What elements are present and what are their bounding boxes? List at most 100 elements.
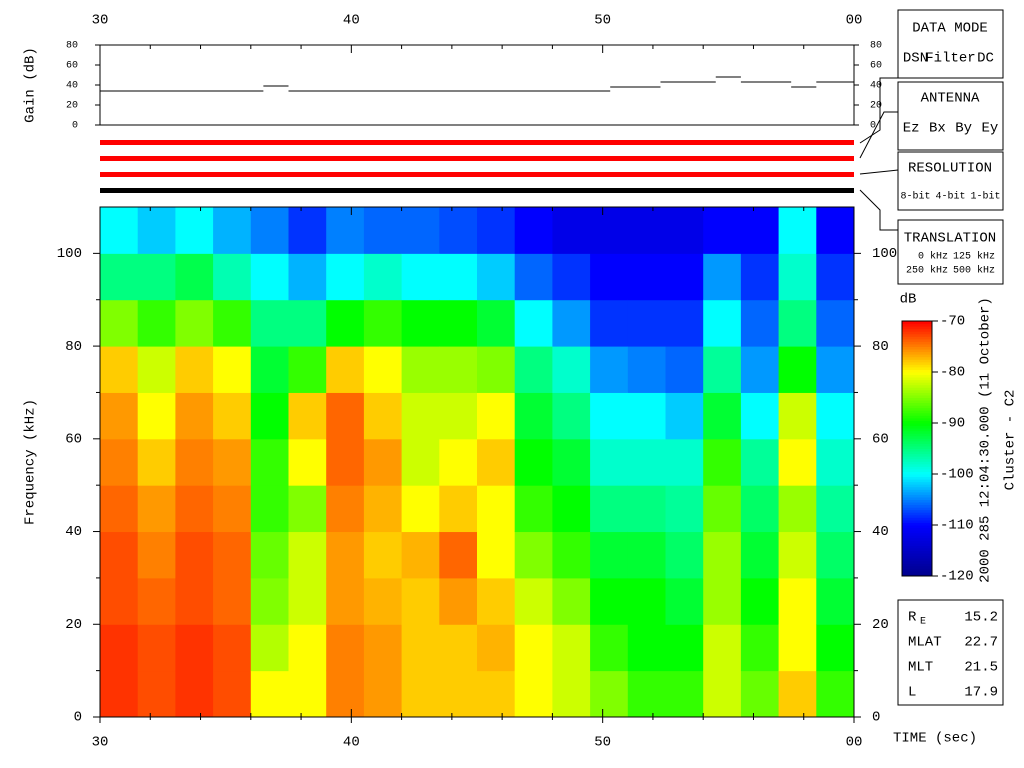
cell: [288, 670, 327, 718]
gain-tick-label: 40: [870, 81, 882, 92]
cell: [627, 485, 666, 533]
colorbar-tick-label: -80: [940, 365, 965, 381]
cell: [363, 207, 403, 254]
colorbar-tick-label: -100: [940, 467, 974, 483]
colorbar-step: [902, 489, 932, 493]
colorbar-step: [902, 496, 932, 500]
plot-frame: [99, 206, 855, 718]
side-text: Cluster - C2: [1003, 390, 1019, 491]
cell: [213, 299, 252, 347]
colorbar-step: [902, 415, 932, 419]
colorbar-step: [902, 471, 932, 475]
colorbar-step: [902, 333, 932, 337]
colorbar-tick-label: -70: [940, 314, 965, 330]
side-text: 2000 285 12:04:30.000 (11 October): [978, 297, 994, 583]
cell: [213, 346, 252, 393]
cell: [401, 670, 440, 718]
colorbar-step: [902, 423, 932, 427]
colorbar-step: [902, 343, 932, 347]
cell: [590, 207, 629, 254]
cell: [250, 299, 289, 347]
colorbar-step: [902, 550, 932, 554]
colorbar-step: [902, 509, 932, 513]
cell: [439, 392, 478, 440]
cell: [514, 438, 553, 486]
cell: [778, 207, 817, 254]
cell: [778, 577, 817, 625]
cell: [326, 531, 365, 579]
colorbar-step: [902, 573, 932, 577]
legend-item: 500 kHz: [953, 265, 995, 277]
colorbar-step: [902, 440, 932, 444]
colorbar-step: [902, 537, 932, 541]
cell: [665, 624, 704, 672]
colorbar-step: [902, 474, 932, 478]
colorbar-step: [902, 354, 932, 358]
cell: [477, 253, 516, 301]
cell: [100, 577, 139, 625]
y-tick-label: 60: [872, 432, 889, 448]
legend-item: 8-bit: [900, 191, 930, 203]
colorbar-step: [902, 336, 932, 340]
cell: [213, 392, 252, 440]
cell: [213, 577, 252, 625]
colorbar-step: [902, 321, 932, 325]
colorbar-step: [902, 555, 932, 559]
colorbar-step: [902, 466, 932, 470]
cell: [703, 207, 742, 254]
legend-item: 0 kHz: [918, 251, 948, 263]
colorbar-step: [902, 379, 932, 383]
cell: [175, 299, 214, 347]
cell: [100, 485, 139, 533]
colorbar-step: [902, 468, 932, 472]
colorbar-step: [902, 410, 932, 414]
y-tick-label: 40: [872, 524, 889, 540]
cell: [326, 577, 365, 625]
cell: [477, 670, 516, 718]
cell: [439, 577, 478, 625]
colorbar-step: [902, 542, 932, 546]
cell: [137, 624, 176, 672]
legend-item: 4-bit: [935, 191, 965, 203]
spectrogram-cells: [100, 207, 855, 718]
cell: [477, 392, 516, 440]
cell: [326, 438, 365, 486]
cell: [477, 207, 516, 254]
mode-bar: [100, 172, 854, 177]
colorbar-step: [902, 338, 932, 342]
cell: [740, 438, 780, 486]
x-tick-label: 40: [343, 735, 360, 751]
cell: [326, 207, 365, 254]
cell: [740, 253, 780, 301]
cell: [401, 438, 440, 486]
cell: [740, 577, 780, 625]
cell: [778, 531, 817, 579]
cell: [326, 253, 365, 301]
legend-item: By: [955, 121, 972, 137]
legend-item: 1-bit: [970, 191, 1000, 203]
colorbar-step: [902, 540, 932, 544]
cell: [288, 577, 327, 625]
cell: [250, 346, 289, 393]
cell: [816, 670, 855, 718]
cell: [665, 531, 704, 579]
cell: [514, 531, 553, 579]
legend-item: 125 kHz: [953, 251, 995, 263]
cell: [552, 577, 591, 625]
cell: [477, 531, 516, 579]
info-value: 17.9: [964, 685, 998, 701]
cell: [514, 346, 553, 393]
colorbar-step: [902, 565, 932, 569]
cell: [401, 485, 440, 533]
cell: [816, 531, 855, 579]
colorbar-step: [902, 451, 932, 455]
colorbar-step: [902, 369, 932, 373]
gain-tick-label: 80: [66, 41, 78, 52]
cell: [514, 299, 553, 347]
colorbar-step: [902, 412, 932, 416]
cell: [665, 392, 704, 440]
colorbar-step: [902, 438, 932, 442]
cell: [439, 299, 478, 347]
cell: [439, 670, 478, 718]
cell: [703, 577, 742, 625]
